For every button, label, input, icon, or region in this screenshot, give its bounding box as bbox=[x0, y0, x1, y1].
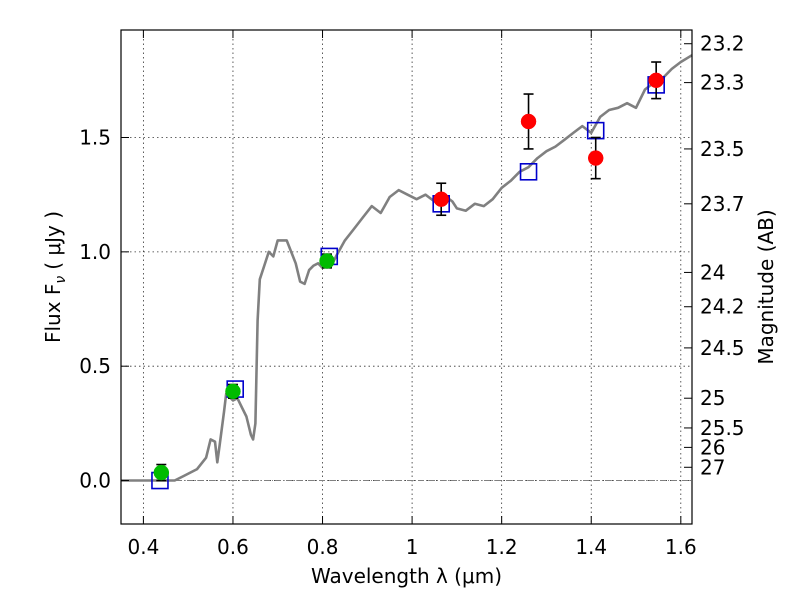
right-tick-label: 24 bbox=[700, 260, 725, 284]
model-sed-line bbox=[121, 54, 693, 482]
right-tick-label: 27 bbox=[700, 455, 725, 479]
y-tick-label: 1.5 bbox=[79, 125, 111, 149]
axes: 0.4 0.6 0.8 1 1.2 1.4 1.6 0.0 0.5 1.0 1.5 23.2 23.3 2… bbox=[79, 30, 745, 559]
y-axis-label-left-unit: ( μJy ) bbox=[41, 211, 65, 270]
photometry-point bbox=[225, 383, 241, 400]
right-tick-label: 24.2 bbox=[700, 295, 745, 319]
synthetic-photometry-square bbox=[519, 162, 538, 181]
photometry-point bbox=[587, 150, 604, 166]
plot-frame bbox=[120, 29, 693, 525]
y-tick-label: 0.5 bbox=[79, 354, 111, 378]
photometry-point bbox=[648, 72, 664, 89]
photometry-point bbox=[433, 191, 449, 207]
y-tick-label: 0.0 bbox=[79, 469, 111, 493]
photometry-point bbox=[319, 253, 335, 269]
right-tick-label: 24.5 bbox=[700, 336, 745, 360]
observed-photometry-layer bbox=[153, 61, 664, 482]
model-sed-layer bbox=[121, 54, 693, 482]
right-tick-label: 25.5 bbox=[700, 416, 745, 440]
x-tick-label: 1.4 bbox=[575, 535, 607, 559]
right-tick-label: 26 bbox=[700, 435, 725, 459]
y-axis-label-right: Magnitude (AB) bbox=[754, 209, 778, 364]
right-tick-label: 23.7 bbox=[700, 192, 745, 216]
x-tick-label: 0.6 bbox=[217, 535, 249, 559]
right-tick-label: 23.3 bbox=[700, 71, 745, 95]
x-tick-label: 0.4 bbox=[127, 535, 159, 559]
y-axis-label-left-subscript: ν bbox=[53, 276, 69, 284]
x-tick-label: 1.2 bbox=[486, 535, 518, 559]
right-tick-label: 23.5 bbox=[700, 137, 745, 161]
photometry-point bbox=[520, 113, 537, 130]
right-tick-label: 25 bbox=[700, 386, 725, 410]
y-tick-label: 1.0 bbox=[79, 240, 111, 264]
x-tick-label: 1.6 bbox=[665, 535, 697, 559]
x-tick-label: 1 bbox=[406, 535, 419, 559]
right-tick-label: 23.2 bbox=[700, 32, 745, 56]
x-axis-label: Wavelength λ (μm) bbox=[311, 564, 502, 588]
grid bbox=[121, 30, 692, 524]
y-axis-label-left: Flux Fν ( μJy ) bbox=[41, 211, 69, 343]
photometry-point bbox=[153, 464, 170, 481]
x-tick-label: 0.8 bbox=[307, 535, 339, 559]
y-axis-label-left-text: Flux F bbox=[41, 284, 65, 343]
